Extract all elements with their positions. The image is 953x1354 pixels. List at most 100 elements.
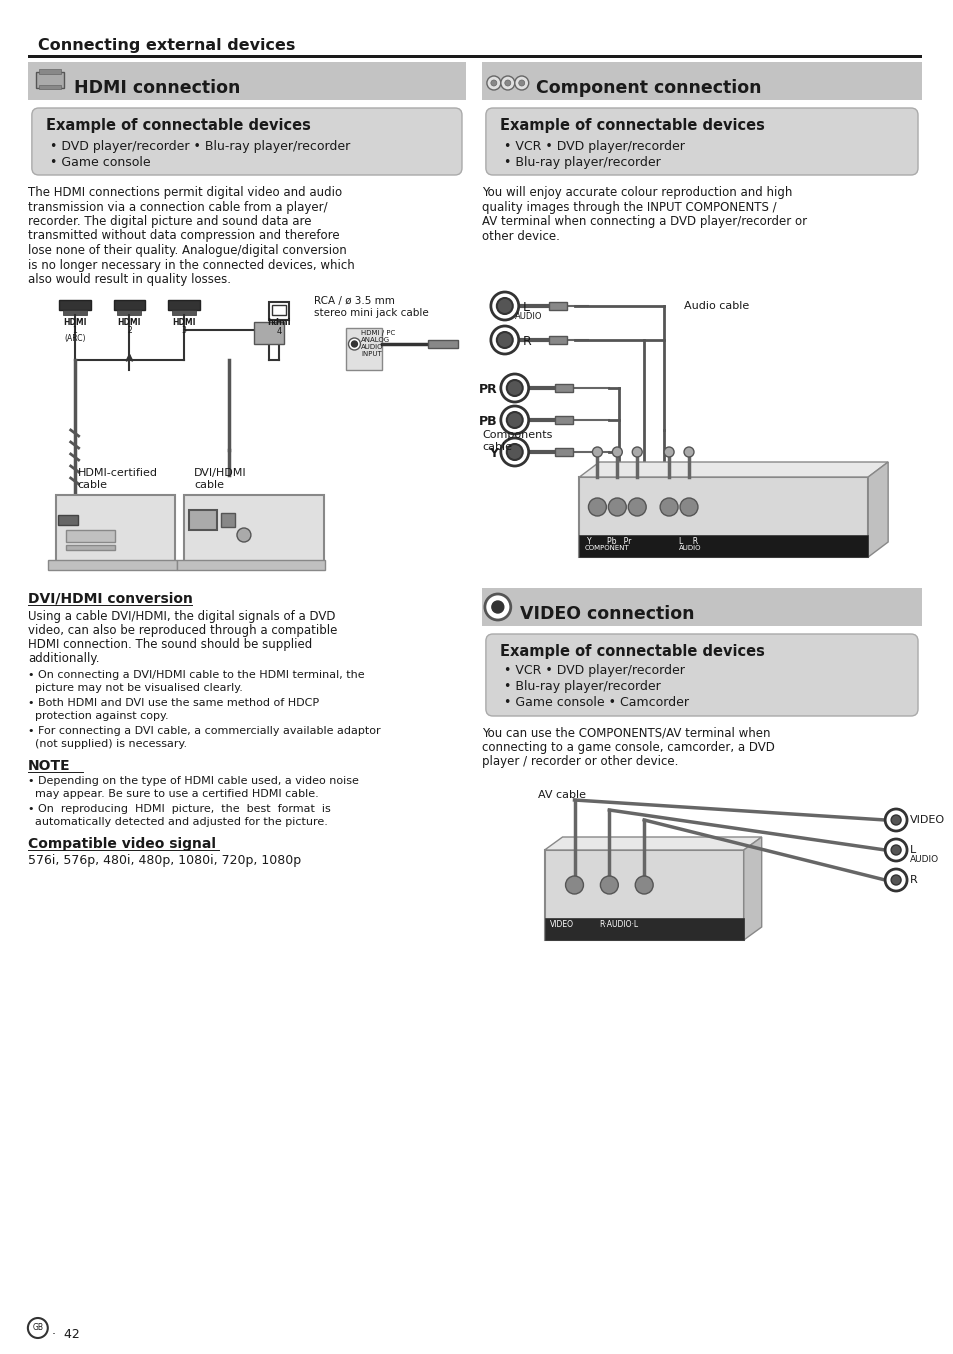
Text: AUDIO: AUDIO [679, 546, 700, 551]
Circle shape [884, 869, 906, 891]
Polygon shape [544, 837, 760, 850]
Circle shape [497, 332, 512, 348]
Text: HDMI-certified
cable: HDMI-certified cable [77, 468, 157, 490]
Bar [59, 301, 91, 310]
Bar [544, 850, 743, 940]
Text: • Both HDMI and DVI use the same method of HDCP: • Both HDMI and DVI use the same method … [28, 699, 318, 708]
Circle shape [351, 341, 357, 347]
Text: HDMI: HDMI [117, 318, 141, 328]
Text: L: L [522, 301, 529, 314]
Circle shape [506, 444, 522, 460]
Circle shape [492, 601, 503, 613]
Text: DVI/HDMI conversion: DVI/HDMI conversion [28, 592, 193, 607]
Bar [177, 561, 324, 570]
Text: • On  reproducing  HDMI  picture,  the  best  format  is: • On reproducing HDMI picture, the best … [28, 804, 331, 814]
Bar [172, 310, 196, 315]
Circle shape [884, 808, 906, 831]
Circle shape [635, 876, 653, 894]
Text: Compatible video signal: Compatible video signal [28, 837, 215, 852]
Text: • VCR • DVD player/recorder: • VCR • DVD player/recorder [503, 663, 684, 677]
Text: 2: 2 [127, 326, 132, 334]
Text: hdmi: hdmi [267, 318, 291, 328]
Bar [117, 310, 141, 315]
Bar [48, 561, 177, 570]
Circle shape [484, 594, 510, 620]
Text: AV terminal when connecting a DVD player/recorder or: AV terminal when connecting a DVD player… [481, 215, 806, 227]
Circle shape [588, 498, 606, 516]
Text: may appear. Be sure to use a certified HDMI cable.: may appear. Be sure to use a certified H… [28, 789, 318, 799]
Text: RCA / ø 3.5 mm
stereo mini jack cable: RCA / ø 3.5 mm stereo mini jack cable [314, 297, 428, 318]
Text: AUDIO: AUDIO [515, 311, 541, 321]
Text: 576i, 576p, 480i, 480p, 1080i, 720p, 1080p: 576i, 576p, 480i, 480p, 1080i, 720p, 108… [28, 854, 301, 867]
Bar [269, 302, 289, 320]
Text: DVI/HDMI
cable: DVI/HDMI cable [194, 468, 247, 490]
Text: • Depending on the type of HDMI cable used, a video noise: • Depending on the type of HDMI cable us… [28, 776, 358, 787]
Text: COMPONENT: COMPONENT [584, 546, 629, 551]
Text: R: R [522, 334, 531, 348]
Circle shape [236, 528, 251, 542]
Text: Y: Y [488, 447, 497, 460]
Bar [55, 496, 175, 565]
Text: transmission via a connection cable from a player/: transmission via a connection cable from… [28, 200, 327, 214]
Text: 4: 4 [275, 328, 281, 336]
Circle shape [506, 412, 522, 428]
Circle shape [628, 498, 645, 516]
Circle shape [515, 76, 528, 89]
Polygon shape [743, 837, 760, 940]
Text: Using a cable DVI/HDMI, the digital signals of a DVD: Using a cable DVI/HDMI, the digital sign… [28, 611, 335, 623]
Text: lose none of their quality. Analogue/digital conversion: lose none of their quality. Analogue/dig… [28, 244, 346, 257]
Text: AV cable: AV cable [537, 789, 585, 800]
Circle shape [890, 815, 901, 825]
Circle shape [500, 437, 528, 466]
Circle shape [500, 406, 528, 435]
Circle shape [679, 498, 698, 516]
Text: The HDMI connections permit digital video and audio: The HDMI connections permit digital vide… [28, 185, 341, 199]
Circle shape [500, 76, 515, 89]
Circle shape [348, 338, 360, 349]
Text: (ARC): (ARC) [64, 334, 86, 343]
Bar [58, 515, 77, 525]
Text: Example of connectable devices: Example of connectable devices [499, 118, 764, 133]
Text: HDMI: HDMI [172, 318, 195, 328]
Circle shape [659, 498, 678, 516]
Circle shape [506, 380, 522, 395]
Text: • Blu-ray player/recorder: • Blu-ray player/recorder [503, 680, 659, 693]
Text: Components
cable: Components cable [481, 431, 552, 452]
Bar [113, 301, 145, 310]
Bar [548, 336, 566, 344]
Text: R: R [909, 875, 917, 886]
Bar [36, 72, 64, 88]
Bar [272, 305, 286, 315]
Bar [544, 918, 743, 940]
Text: automatically detected and adjusted for the picture.: automatically detected and adjusted for … [28, 816, 328, 827]
Circle shape [518, 80, 524, 87]
Text: • Blu-ray player/recorder: • Blu-ray player/recorder [503, 156, 659, 169]
Text: other device.: other device. [481, 229, 559, 242]
Bar [66, 529, 115, 542]
Text: • For connecting a DVI cable, a commercially available adaptor: • For connecting a DVI cable, a commerci… [28, 726, 380, 737]
Polygon shape [867, 462, 887, 556]
Text: • Game console • Camcorder: • Game console • Camcorder [503, 696, 688, 709]
Text: is no longer necessary in the connected devices, which: is no longer necessary in the connected … [28, 259, 355, 272]
Text: quality images through the INPUT COMPONENTS /: quality images through the INPUT COMPONE… [481, 200, 776, 214]
Text: 3: 3 [182, 326, 187, 334]
Bar [63, 310, 87, 315]
Bar [39, 69, 61, 74]
Text: • On connecting a DVI/HDMI cable to the HDMI terminal, the: • On connecting a DVI/HDMI cable to the … [28, 670, 364, 680]
Circle shape [491, 292, 518, 320]
Text: You can use the COMPONENTS/AV terminal when: You can use the COMPONENTS/AV terminal w… [481, 726, 770, 739]
Circle shape [884, 839, 906, 861]
Bar [66, 546, 115, 550]
Polygon shape [578, 462, 887, 477]
Circle shape [663, 447, 674, 458]
Text: PB: PB [478, 414, 497, 428]
Bar [184, 496, 323, 565]
Circle shape [491, 80, 497, 87]
Text: HDMI / PC
ANALOG
AUDIO
INPUT: HDMI / PC ANALOG AUDIO INPUT [361, 330, 395, 357]
Circle shape [28, 1317, 48, 1338]
Bar [28, 56, 921, 58]
Text: HDMI connection. The sound should be supplied: HDMI connection. The sound should be sup… [28, 638, 312, 651]
Text: recorder. The digital picture and sound data are: recorder. The digital picture and sound … [28, 215, 311, 227]
Circle shape [890, 845, 901, 854]
Bar [221, 513, 234, 527]
